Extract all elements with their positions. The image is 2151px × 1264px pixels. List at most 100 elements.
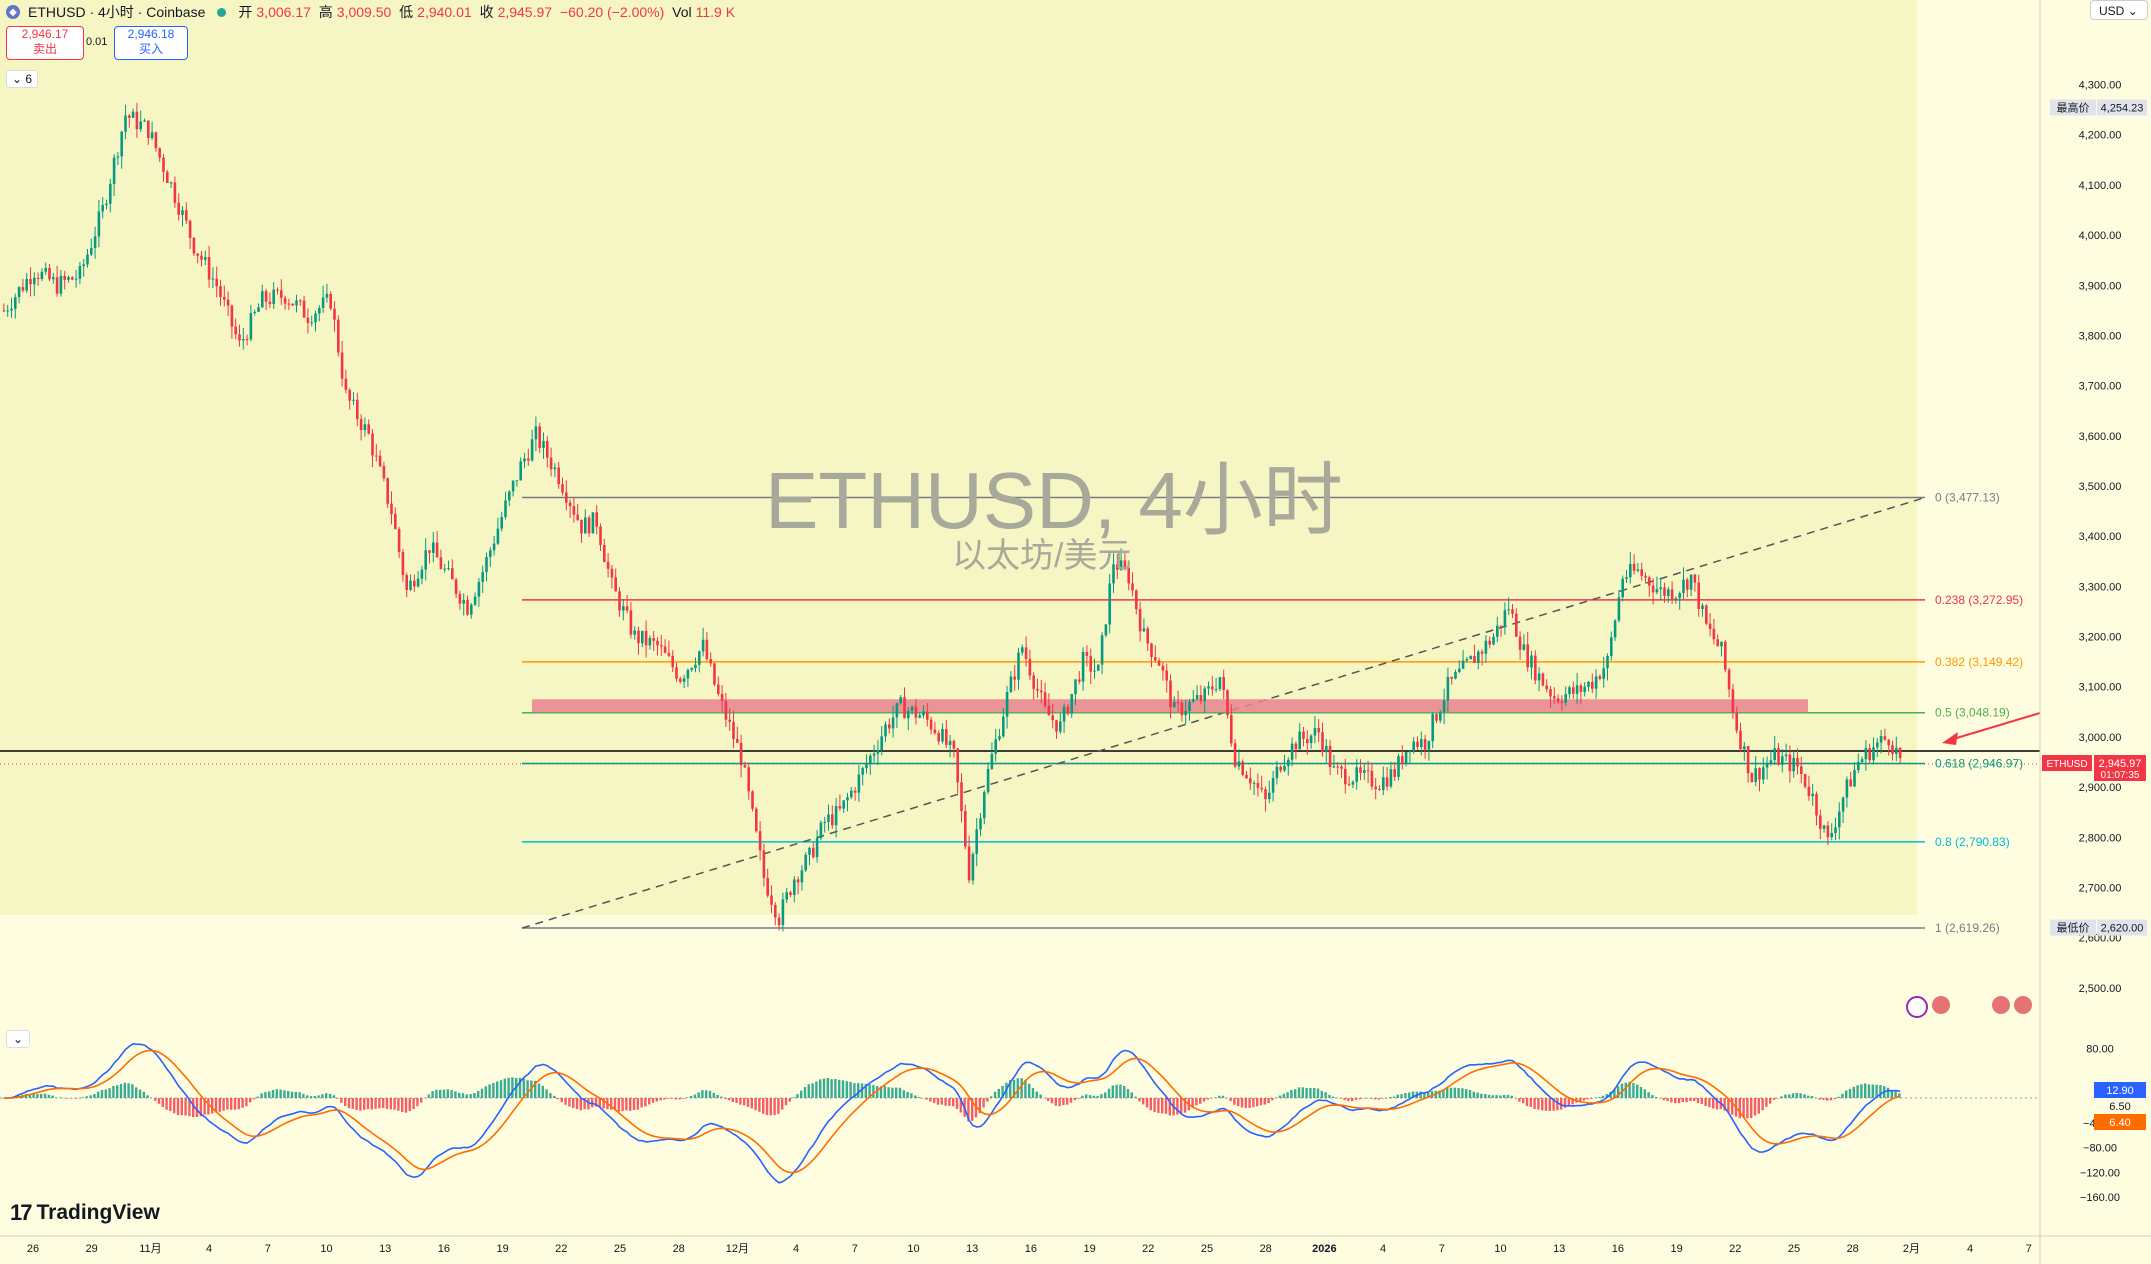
macd-histogram-bar — [762, 1098, 765, 1114]
macd-histogram-bar — [1628, 1081, 1631, 1098]
candle-body — [1370, 770, 1374, 787]
time-tick-label: 11月 — [139, 1243, 161, 1255]
symbol-title[interactable]: ETHUSD · 4小时 · Coinbase — [28, 4, 206, 20]
macd-histogram-bar — [1050, 1098, 1054, 1104]
high-value-bg — [2097, 99, 2147, 116]
macd-histogram-bar — [902, 1090, 905, 1098]
candle-body — [181, 210, 184, 215]
us-flag-icon[interactable] — [1932, 996, 1950, 1014]
candle-body — [1199, 695, 1203, 701]
buy-button[interactable]: 2,946.18 买入 — [114, 26, 188, 60]
macd-pane-toggle[interactable]: ⌄ — [6, 1030, 31, 1048]
macd-histogram-bar — [1499, 1095, 1502, 1098]
candle-body — [1161, 665, 1165, 671]
macd-histogram-bar — [1180, 1098, 1183, 1115]
us-flag-icon[interactable] — [2014, 996, 2032, 1014]
macd-histogram-bar — [214, 1098, 218, 1113]
macd-histogram-bar — [743, 1098, 746, 1106]
macd-histogram-bar — [1237, 1098, 1240, 1107]
tradingview-logo[interactable]: 17 TradingView — [10, 1200, 160, 1225]
macd-histogram-bar — [317, 1095, 320, 1098]
macd-histogram-bar — [1332, 1096, 1335, 1098]
macd-histogram-bar — [1031, 1088, 1035, 1098]
candle-body — [314, 313, 317, 323]
candle-body — [1697, 582, 1700, 610]
candle-body — [1055, 720, 1058, 732]
macd-histogram-bar — [579, 1098, 582, 1111]
candle-body — [1021, 647, 1024, 653]
candle-body — [720, 694, 724, 701]
candle-body — [1651, 585, 1655, 593]
candle-body — [1773, 748, 1776, 761]
candle-body — [1864, 747, 1868, 760]
candle-body — [766, 877, 769, 896]
candle-body — [473, 596, 477, 605]
currency-select[interactable]: USD ⌄ — [2090, 0, 2148, 20]
macd-histogram-bar — [1427, 1092, 1430, 1098]
macd-histogram-bar — [750, 1098, 753, 1109]
us-flag-icon[interactable] — [1992, 996, 2010, 1014]
ohlc-values: 开 3,006.17 高 3,009.50 低 2,940.01 收 2,945.97 … — [238, 4, 736, 20]
candle-body — [1332, 766, 1336, 768]
macd-histogram-bar — [594, 1098, 598, 1107]
macd-histogram-bar — [298, 1092, 301, 1098]
macd-histogram-bar — [1503, 1094, 1506, 1098]
candle-body — [1420, 739, 1423, 748]
macd-histogram-bar — [271, 1089, 275, 1098]
macd-histogram-bar — [275, 1089, 278, 1098]
macd-histogram-bar — [1518, 1098, 1521, 1102]
candle-body — [78, 266, 82, 279]
macd-histogram-bar — [758, 1098, 761, 1112]
macd-histogram-bar — [1560, 1098, 1563, 1110]
macd-histogram-bar — [294, 1091, 297, 1098]
macd-histogram-bar — [830, 1079, 833, 1098]
macd-histogram-bar — [1514, 1098, 1517, 1099]
macd-histogram-bar — [85, 1096, 88, 1098]
candle-body — [1480, 651, 1484, 654]
macd-histogram-bar — [1161, 1098, 1164, 1114]
macd-histogram-bar — [1643, 1089, 1646, 1098]
macd-histogram-bar — [1202, 1098, 1206, 1102]
sell-button[interactable]: 2,946.17 卖出 — [6, 26, 84, 60]
lightning-icon[interactable] — [1906, 996, 1928, 1018]
candle-body — [1575, 685, 1579, 694]
macd-histogram-bar — [553, 1095, 556, 1098]
candle-body — [1359, 767, 1362, 773]
macd-histogram-bar — [583, 1098, 586, 1110]
macd-histogram-bar — [1674, 1098, 1677, 1104]
candle-body — [1617, 597, 1621, 621]
candle-body — [1416, 741, 1419, 748]
macd-tick-label: −160.00 — [2080, 1192, 2120, 1204]
candle-body — [116, 156, 120, 158]
candle-body — [215, 278, 218, 287]
macd-histogram-bar — [1339, 1098, 1342, 1099]
candle-body — [770, 895, 773, 905]
indicators-toggle[interactable]: ⌄ 6 — [6, 70, 39, 88]
candle-body — [834, 806, 838, 826]
candle-body — [686, 669, 690, 679]
candle-body — [1488, 640, 1491, 645]
candle-body — [538, 426, 541, 448]
candle-body — [226, 299, 230, 306]
candle-body — [1017, 652, 1020, 680]
candle-body — [109, 183, 112, 204]
time-tick-label: 25 — [614, 1243, 626, 1255]
macd-histogram-bar — [70, 1098, 73, 1099]
macd-histogram-bar — [393, 1098, 396, 1110]
macd-histogram-bar — [1404, 1093, 1407, 1098]
macd-histogram-bar — [1742, 1098, 1745, 1118]
chevron-down-icon: ⌄ — [13, 1032, 24, 1046]
macd-histogram-bar — [169, 1098, 172, 1112]
candle-body — [67, 277, 70, 280]
candle-body — [527, 458, 530, 461]
macd-histogram-bar — [389, 1098, 392, 1110]
candle-body — [124, 115, 127, 132]
candle-body — [71, 277, 74, 280]
candle-body — [983, 792, 986, 819]
candle-body — [219, 286, 222, 298]
macd-histogram-bar — [1476, 1092, 1479, 1098]
candle-body — [375, 455, 378, 457]
candle-body — [1689, 574, 1693, 590]
macd-histogram-bar — [982, 1098, 985, 1108]
